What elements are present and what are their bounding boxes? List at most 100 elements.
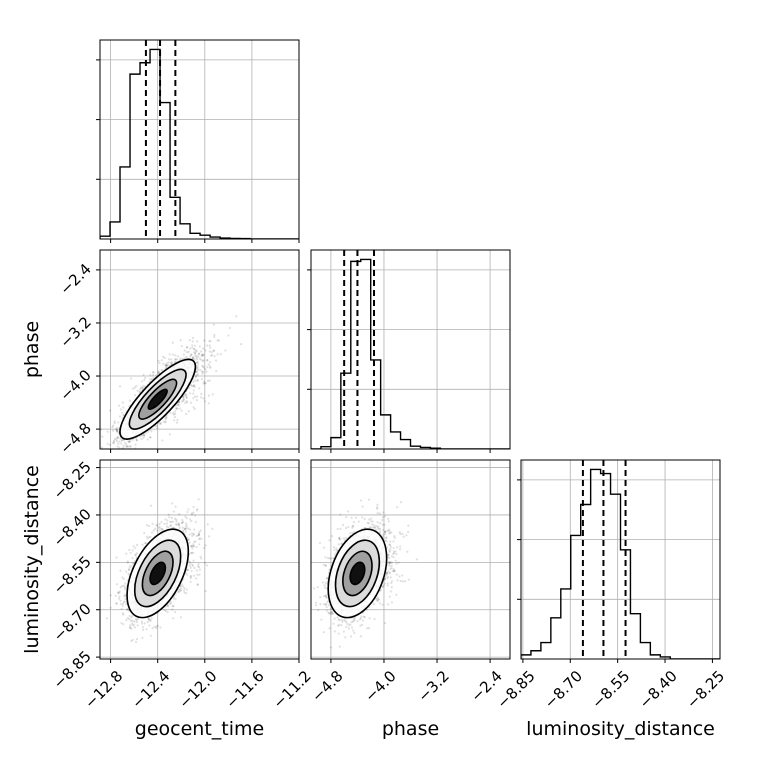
scatter-point xyxy=(173,415,177,419)
scatter-point xyxy=(191,344,194,347)
panel-frame xyxy=(99,249,300,450)
scatter-point xyxy=(387,517,390,520)
scatter-point xyxy=(180,345,183,348)
scatter-point xyxy=(194,354,197,357)
scatter-point xyxy=(195,370,198,373)
scatter-point xyxy=(188,518,192,521)
scatter-point xyxy=(197,532,201,535)
scatter-point xyxy=(385,573,389,576)
scatter-point xyxy=(131,624,134,627)
scatter-point xyxy=(185,569,188,572)
scatter-point xyxy=(128,445,131,448)
scatter-point xyxy=(204,544,207,547)
scatter-point xyxy=(121,439,124,442)
scatter-point xyxy=(180,409,183,412)
x-tick-label: −11.2 xyxy=(270,667,315,712)
scatter-point xyxy=(212,323,215,326)
scatter-point xyxy=(211,393,214,396)
scatter-point xyxy=(153,625,156,629)
scatter-point xyxy=(192,392,195,395)
scatter-point xyxy=(190,353,193,356)
scatter-point xyxy=(129,619,132,622)
scatter-point xyxy=(165,364,168,367)
scatter-point xyxy=(119,602,123,606)
scatter-point xyxy=(171,608,174,611)
scatter-point xyxy=(192,532,195,535)
scatter-point xyxy=(123,594,126,598)
scatter-point xyxy=(193,528,196,531)
scatter-point xyxy=(135,618,138,622)
scatter-point xyxy=(191,534,194,537)
scatter-point xyxy=(192,551,195,554)
scatter-point xyxy=(175,407,178,411)
scatter-point xyxy=(160,521,163,524)
scatter-point xyxy=(150,430,153,433)
scatter-point xyxy=(141,626,144,629)
scatter-point xyxy=(216,353,219,356)
scatter-point xyxy=(129,445,132,448)
scatter-point xyxy=(173,360,177,364)
y-tick-label: −8.25 xyxy=(50,458,95,503)
scatter-point xyxy=(201,354,204,357)
scatter-point xyxy=(146,620,149,624)
scatter-point xyxy=(191,547,194,550)
scatter-point xyxy=(150,617,153,620)
scatter-point xyxy=(111,452,113,454)
scatter-point xyxy=(193,344,197,347)
y-tick-label: −8.40 xyxy=(50,505,95,550)
scatter-point xyxy=(192,380,195,383)
scatter-point xyxy=(149,619,152,622)
scatter-point xyxy=(189,528,192,531)
scatter-point xyxy=(202,380,205,383)
scatter-point xyxy=(125,443,128,446)
scatter-point xyxy=(193,395,197,398)
scatter-point xyxy=(192,357,195,360)
scatter-point xyxy=(187,568,190,571)
scatter-point xyxy=(184,394,187,397)
scatter-point xyxy=(202,546,206,550)
scatter-point xyxy=(161,439,164,442)
scatter-point xyxy=(117,436,120,439)
scatter-point xyxy=(149,373,152,377)
panel-frame xyxy=(99,39,300,240)
scatter-point xyxy=(170,520,173,524)
scatter-point xyxy=(164,364,167,367)
scatter-point xyxy=(121,401,125,404)
scatter-point xyxy=(162,420,165,423)
scatter-point xyxy=(152,529,155,532)
scatter-point xyxy=(192,389,195,392)
scatter-point xyxy=(167,513,170,516)
scatter-point xyxy=(177,590,180,593)
scatter-point xyxy=(376,506,379,509)
scatter-point xyxy=(204,590,207,593)
x-tick-label: −12.8 xyxy=(81,667,126,712)
scatter-point xyxy=(197,534,200,537)
scatter-point xyxy=(181,529,185,532)
scatter-point xyxy=(188,564,191,567)
scatter-point xyxy=(196,583,200,586)
scatter-point xyxy=(176,403,179,406)
scatter-point xyxy=(197,533,201,536)
scatter-point xyxy=(395,573,398,576)
scatter-point xyxy=(123,451,125,453)
scatter-point xyxy=(332,622,335,625)
scatter-point xyxy=(168,516,171,519)
scatter-point xyxy=(139,388,142,391)
scatter-point xyxy=(406,550,409,553)
scatter-point xyxy=(196,565,200,568)
scatter-point xyxy=(130,616,133,619)
y-tick-label: −8.55 xyxy=(50,552,95,597)
scatter-point xyxy=(324,564,327,567)
scatter-point xyxy=(219,353,223,356)
scatter-point xyxy=(121,612,124,615)
scatter-point xyxy=(121,411,124,414)
scatter-point xyxy=(101,435,104,438)
scatter-point xyxy=(174,358,177,361)
scatter-point xyxy=(186,568,189,571)
scatter-point xyxy=(176,355,179,358)
scatter-point xyxy=(189,575,192,578)
scatter-point xyxy=(160,368,163,372)
scatter-point xyxy=(121,584,124,588)
scatter-point xyxy=(215,369,218,373)
scatter-point xyxy=(122,613,125,616)
